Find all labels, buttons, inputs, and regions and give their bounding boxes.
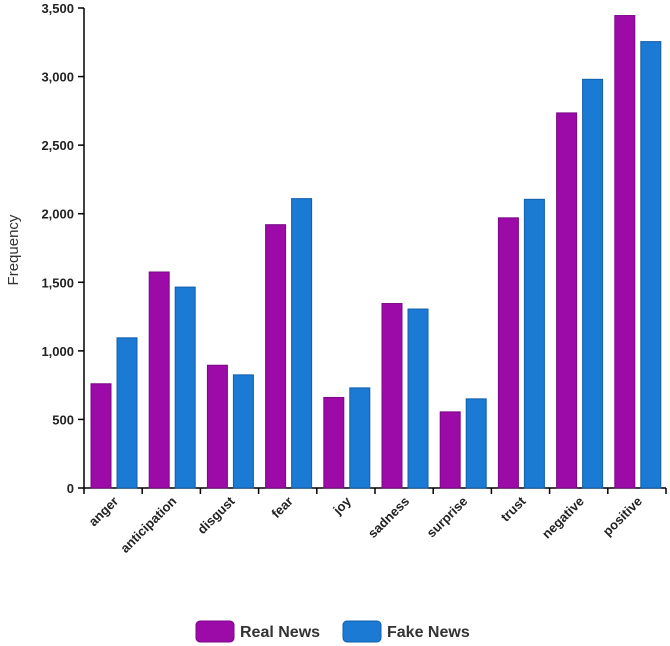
- bar-real-news-negative: [556, 112, 578, 489]
- x-tick-label: anger: [86, 494, 122, 530]
- bar-real-news-surprise: [439, 411, 461, 489]
- y-tick-label: 500: [52, 412, 74, 427]
- x-tick-label: joy: [329, 493, 354, 518]
- y-tick-label: 3,000: [41, 70, 74, 85]
- x-tick-label: negative: [539, 494, 587, 542]
- x-tick-label: anticipation: [117, 493, 179, 555]
- bar-fake-news-fear: [291, 198, 313, 489]
- bar-fake-news-trust: [523, 198, 545, 489]
- bar-fake-news-negative: [582, 78, 604, 489]
- bar-fake-news-positive: [640, 41, 662, 489]
- bar-fake-news-anticipation: [174, 286, 196, 489]
- x-tick-label: disgust: [194, 493, 238, 537]
- y-tick-label: 1,000: [41, 344, 74, 359]
- legend-label-fake-news: Fake News: [387, 624, 470, 641]
- bar-fake-news-disgust: [232, 374, 254, 489]
- bar-real-news-anger: [90, 383, 112, 489]
- y-tick-label: 1,500: [41, 275, 74, 290]
- x-tick-label: surprise: [424, 494, 471, 541]
- bar-real-news-anticipation: [148, 271, 170, 489]
- legend: Real News Fake News: [195, 620, 470, 643]
- bar-real-news-fear: [265, 224, 287, 489]
- bar-real-news-trust: [497, 217, 519, 489]
- bar-real-news-joy: [323, 396, 345, 489]
- y-tick-label: 0: [67, 481, 74, 496]
- bar-fake-news-sadness: [407, 308, 429, 489]
- legend-swatch-fake-news: [342, 620, 382, 643]
- bar-fake-news-joy: [349, 387, 371, 489]
- bar-real-news-disgust: [206, 364, 228, 489]
- x-tick-label: trust: [498, 493, 530, 525]
- legend-swatch-real-news: [195, 620, 235, 643]
- y-tick-label: 2,500: [41, 138, 74, 153]
- x-tick-label: positive: [600, 494, 645, 539]
- bars: [90, 15, 662, 489]
- bar-fake-news-anger: [116, 337, 138, 489]
- bar-fake-news-surprise: [465, 398, 487, 489]
- y-tick-label: 2,000: [41, 207, 74, 222]
- x-tick-label: fear: [268, 494, 295, 521]
- y-tick-label: 3,500: [41, 1, 74, 16]
- y-axis-label: Frequency: [5, 214, 22, 285]
- bar-real-news-sadness: [381, 303, 403, 489]
- bar-real-news-positive: [614, 15, 636, 489]
- x-tick-label: sadness: [365, 494, 412, 541]
- legend-label-real-news: Real News: [240, 624, 320, 641]
